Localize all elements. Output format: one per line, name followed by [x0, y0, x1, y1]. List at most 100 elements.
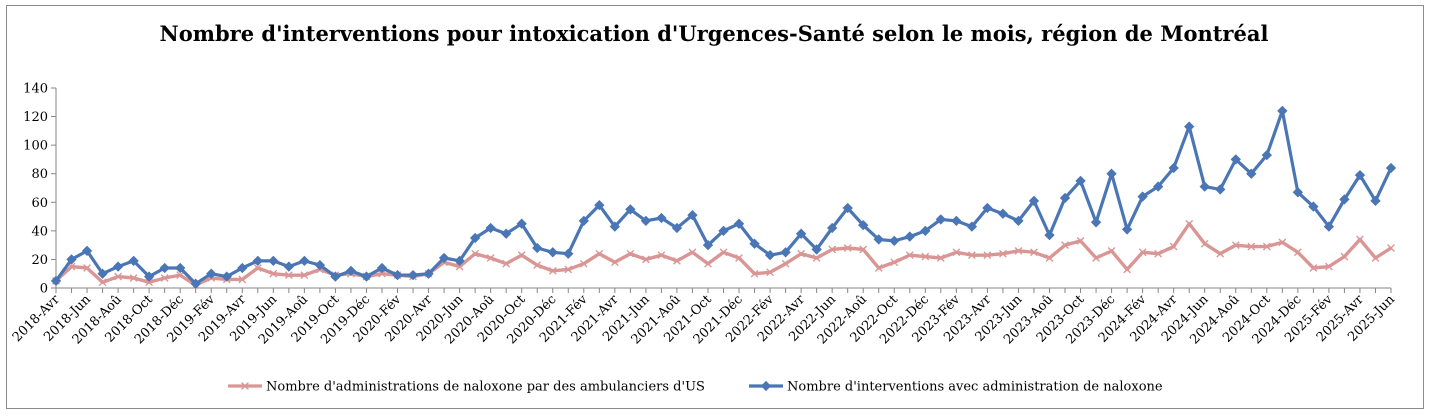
data-point — [129, 274, 138, 282]
data-point — [842, 202, 853, 214]
data-point — [1154, 249, 1163, 258]
data-point — [1354, 169, 1366, 181]
y-tick-label: 100 — [23, 139, 48, 154]
data-point — [951, 215, 962, 227]
data-point — [1262, 242, 1271, 251]
data-point — [750, 269, 759, 278]
y-tick-label: 80 — [31, 167, 48, 182]
data-point — [1340, 252, 1349, 261]
data-point — [175, 262, 186, 274]
data-point — [874, 264, 883, 272]
data-point — [1121, 224, 1133, 235]
data-point — [764, 249, 776, 261]
marker-stroke — [812, 254, 821, 262]
data-point — [345, 265, 357, 277]
marker-stroke — [952, 248, 961, 257]
marker-stroke — [1293, 248, 1302, 257]
data-point — [1247, 242, 1256, 251]
chart-title: Nombre d'interventions pour intoxication… — [160, 21, 1269, 46]
marker-stroke — [1185, 219, 1194, 228]
data-point — [501, 228, 512, 239]
data-point — [749, 238, 760, 249]
data-point — [1030, 248, 1038, 257]
legend-entry-1: Nombre d'administrations de naloxone par… — [228, 380, 705, 395]
y-tick-label: 40 — [31, 224, 48, 239]
marker-stroke — [284, 271, 293, 280]
marker-stroke — [936, 254, 945, 262]
marker-stroke — [626, 249, 635, 258]
marker-stroke — [300, 271, 309, 280]
data-point — [1059, 192, 1071, 204]
marker-stroke — [766, 268, 774, 277]
marker-stroke — [564, 265, 573, 274]
data-point — [626, 249, 635, 258]
data-point — [578, 215, 589, 227]
marker-stroke — [114, 272, 122, 281]
data-point — [455, 262, 464, 271]
marker-stroke — [1107, 246, 1116, 255]
data-point — [268, 255, 279, 267]
data-point — [766, 268, 774, 277]
data-point — [1371, 254, 1380, 262]
data-point — [967, 251, 976, 260]
marker-stroke — [905, 251, 914, 260]
data-point — [1246, 168, 1257, 179]
y-tick-label: 20 — [31, 253, 48, 268]
data-point — [780, 247, 791, 258]
data-point — [858, 219, 869, 231]
axes: 0204060801001201402018-Avr2018-Jun2018-A… — [10, 82, 1398, 348]
data-point — [438, 252, 450, 264]
marker-stroke — [1387, 244, 1395, 252]
marker-stroke — [1356, 235, 1364, 244]
data-point — [671, 222, 683, 234]
data-point — [859, 245, 868, 254]
data-point — [471, 249, 480, 258]
data-point — [160, 274, 169, 282]
data-point — [797, 249, 806, 258]
marker-stroke — [67, 262, 76, 271]
data-point — [66, 254, 77, 265]
data-point — [1231, 241, 1240, 250]
data-point — [283, 261, 295, 272]
data-point — [828, 245, 837, 254]
marker-stroke — [1231, 241, 1240, 250]
data-point — [143, 271, 155, 282]
data-point — [594, 199, 605, 211]
marker-stroke — [781, 259, 790, 268]
data-point — [563, 248, 574, 259]
data-point — [361, 271, 372, 282]
data-point — [378, 269, 386, 278]
marker-stroke — [1200, 239, 1209, 248]
data-point — [579, 259, 588, 268]
data-point — [904, 231, 915, 242]
data-point — [206, 268, 217, 279]
data-point — [376, 262, 388, 274]
data-point — [190, 278, 201, 289]
data-point — [702, 239, 714, 251]
data-point — [1370, 195, 1381, 207]
data-point — [609, 221, 621, 232]
data-point — [1075, 175, 1086, 187]
data-point — [454, 255, 465, 267]
marker-stroke — [1061, 241, 1069, 250]
data-point — [1123, 265, 1131, 274]
marker-stroke — [129, 274, 138, 282]
data-point — [657, 251, 666, 260]
marker-stroke — [176, 271, 185, 280]
marker-stroke — [1154, 249, 1163, 258]
data-point — [1292, 187, 1304, 198]
marker-stroke — [921, 252, 930, 261]
data-point — [145, 278, 154, 287]
marker-stroke — [160, 274, 169, 282]
data-point — [486, 254, 495, 262]
data-point — [502, 259, 511, 268]
data-point — [982, 202, 993, 214]
data-point — [114, 272, 122, 281]
data-point — [1216, 249, 1225, 258]
data-point — [640, 215, 652, 227]
y-tick-label: 140 — [23, 82, 48, 97]
data-point — [1045, 254, 1054, 262]
y-tick-label: 0 — [40, 282, 48, 297]
data-point — [517, 251, 526, 260]
